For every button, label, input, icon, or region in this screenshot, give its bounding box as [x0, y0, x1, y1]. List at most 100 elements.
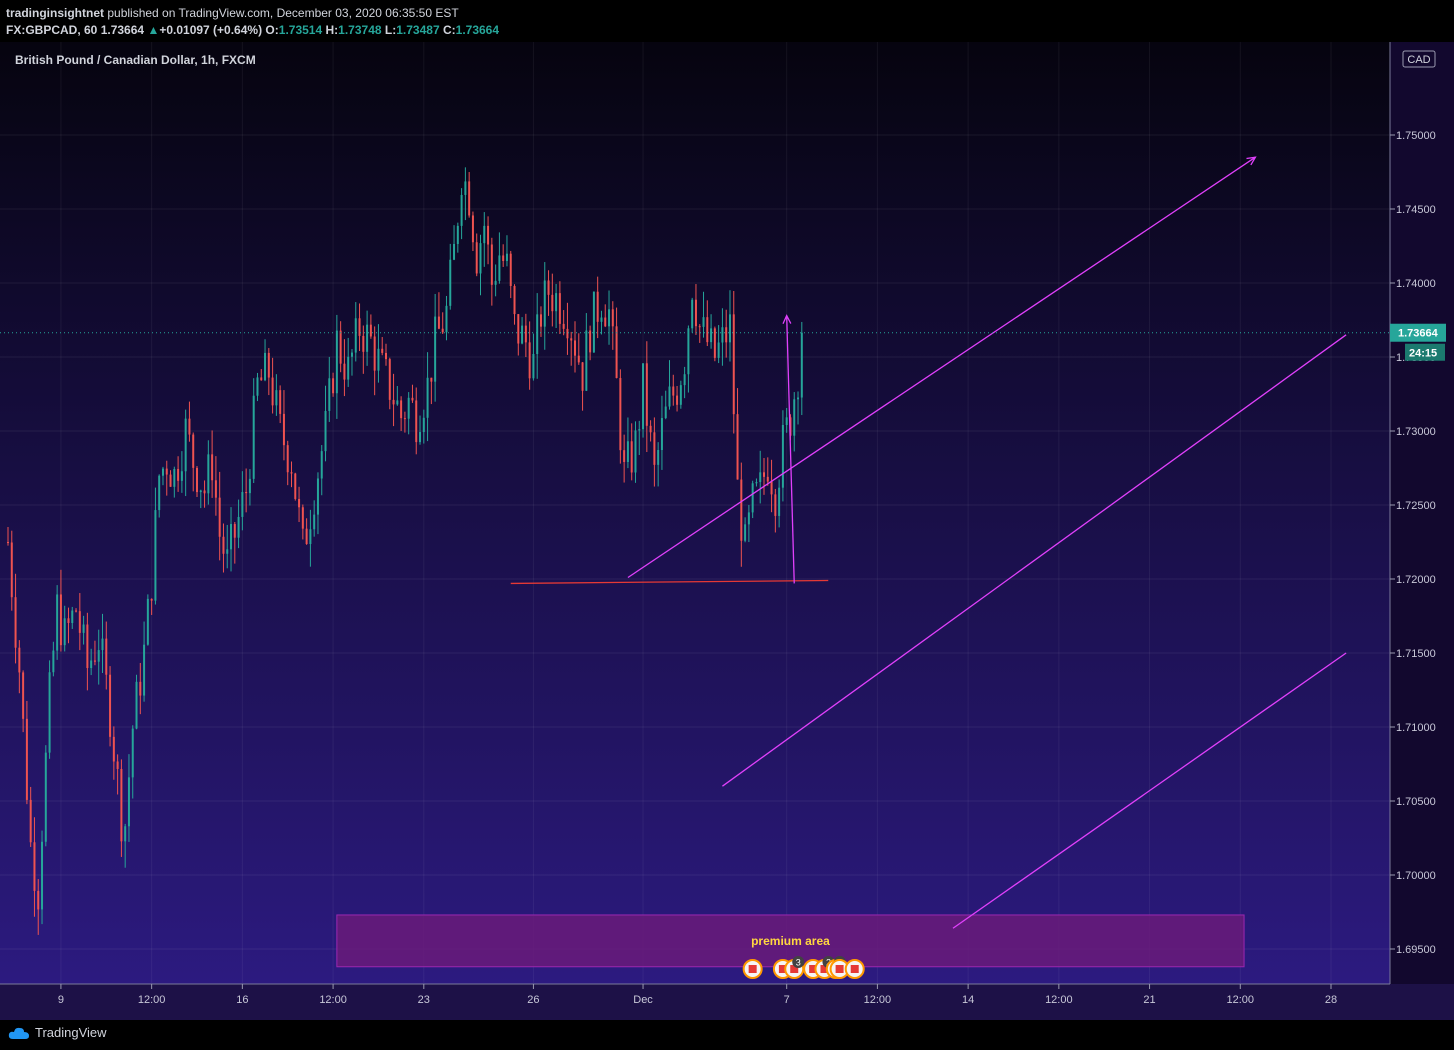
candle-body — [547, 280, 550, 295]
candle-body — [426, 377, 429, 418]
currency-badge[interactable]: CAD — [1402, 50, 1436, 68]
candle-body — [41, 841, 44, 910]
time-tick-label: 9 — [58, 994, 64, 1006]
footer: TradingView — [0, 1020, 1454, 1050]
candle-body — [778, 487, 781, 516]
candle-body — [25, 718, 28, 800]
candle-body — [626, 441, 629, 463]
candle-body — [600, 317, 603, 322]
price-axis-background — [1390, 42, 1454, 984]
candle-body — [184, 418, 187, 472]
drawings[interactable]: premium area — [336, 156, 1347, 968]
candle-body — [642, 363, 645, 430]
candle-body — [282, 413, 285, 446]
candle-body — [196, 467, 198, 493]
candle-body — [150, 598, 153, 601]
candle-body — [619, 378, 622, 451]
candle-body — [222, 536, 225, 554]
premium-area-box[interactable] — [336, 914, 1245, 968]
candle-body — [127, 777, 130, 827]
trend-line-upper[interactable] — [627, 156, 1256, 579]
flag-mark-icon — [820, 965, 829, 973]
candle-body — [105, 638, 108, 675]
candle-body — [10, 542, 13, 598]
candle-body — [728, 314, 731, 343]
published-text: published on TradingView.com, December 0… — [107, 6, 459, 20]
candle-body — [82, 624, 85, 633]
candle-body — [403, 418, 406, 420]
candle-body — [793, 399, 796, 436]
countdown-label: 24:15 — [1409, 348, 1437, 360]
candle-body — [653, 432, 656, 465]
high-label: H: — [325, 23, 339, 37]
change-up-icon: ▲ — [147, 23, 160, 37]
candle-body — [445, 305, 448, 333]
candle-body — [713, 328, 716, 358]
author-name[interactable]: tradinginsightnet — [6, 6, 104, 20]
candle-body — [256, 377, 259, 396]
candle-body — [320, 451, 323, 479]
candle-body — [90, 660, 93, 669]
price-tick-label: 1.71500 — [1396, 648, 1436, 660]
candle-body — [615, 326, 618, 379]
candle-body — [18, 647, 21, 673]
price-axis[interactable]: 1.750001.745001.740001.735001.730001.725… — [1390, 130, 1436, 956]
candle-body — [260, 377, 263, 381]
candle-body — [706, 317, 709, 343]
candle-body — [441, 328, 444, 333]
candle-body — [131, 728, 134, 778]
candle-body — [188, 418, 191, 435]
time-tick-label: 21 — [1143, 994, 1155, 1006]
trend-line-lower[interactable] — [952, 652, 1347, 929]
candle-body — [638, 429, 641, 431]
candle-body — [71, 610, 74, 623]
candle-body — [623, 450, 626, 463]
time-tick-label: 14 — [962, 994, 974, 1006]
publish-header: tradinginsightnet published on TradingVi… — [0, 0, 1454, 42]
candle-body — [732, 314, 735, 415]
candle-body — [139, 681, 142, 696]
event-count-label: 3 — [796, 958, 801, 968]
tradingview-logo[interactable]: TradingView — [8, 1025, 107, 1040]
close-value: 1.73664 — [455, 23, 500, 37]
candle-body — [245, 492, 248, 494]
candle-body — [630, 441, 633, 473]
time-axis[interactable]: 12:00 9 12:00 16 12:00 23 26 Dec 7 12:00 14 12:00 21… — [0, 984, 1337, 1006]
candle-body — [577, 355, 580, 363]
candle-body — [736, 414, 739, 480]
candle-body — [483, 225, 486, 244]
candle-body — [271, 377, 274, 406]
candle-body — [562, 323, 565, 329]
projection-arrow[interactable] — [786, 315, 795, 584]
price-tick-label: 1.71000 — [1396, 722, 1436, 734]
trend-line-middle[interactable] — [722, 334, 1347, 787]
candle-body — [161, 468, 164, 476]
candle-body — [388, 359, 391, 400]
event-markers[interactable]: 322 — [742, 956, 865, 979]
candle-body — [551, 294, 554, 312]
support-line[interactable] — [510, 579, 829, 585]
candle-body — [86, 624, 89, 669]
candle-body — [33, 842, 36, 891]
price-tick-label: 1.75000 — [1396, 130, 1436, 142]
candle-body — [369, 324, 372, 337]
candle-body — [354, 318, 357, 353]
candle-body — [173, 468, 176, 487]
price-tick-label: 1.70500 — [1396, 796, 1436, 808]
projection-arrow-head — [782, 314, 792, 325]
candle-body — [611, 309, 614, 327]
candle-body — [422, 417, 425, 433]
flag-mark-icon — [748, 965, 757, 973]
candle-body — [430, 377, 433, 382]
candle-body — [800, 332, 803, 398]
price-chart[interactable]: premium area 322 1.75000 1.74500 1.74000 1.… — [0, 42, 1454, 1020]
candle-body — [672, 386, 675, 396]
time-tick-label: 16 — [236, 994, 248, 1006]
candle-body — [513, 285, 516, 315]
candle-body — [48, 672, 51, 753]
candle-body — [343, 363, 346, 380]
time-tick-label: 28 — [1325, 994, 1337, 1006]
candle-body — [101, 638, 104, 651]
candle-body — [698, 326, 701, 328]
candle-body — [596, 291, 599, 322]
